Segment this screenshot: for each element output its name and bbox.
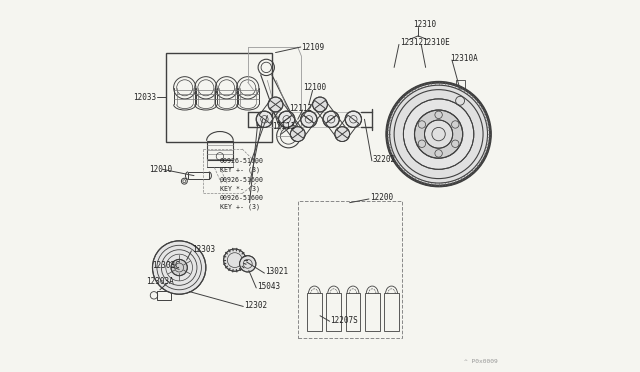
Circle shape <box>312 97 328 112</box>
Text: 12010: 12010 <box>148 165 172 174</box>
Circle shape <box>335 127 349 141</box>
Circle shape <box>387 82 490 186</box>
Bar <box>298 201 401 338</box>
Text: 15043: 15043 <box>257 282 280 291</box>
Text: 12303C: 12303C <box>152 261 179 270</box>
Text: 12109: 12109 <box>301 42 324 51</box>
Text: 00926-51600
KEY +- (3): 00926-51600 KEY +- (3) <box>220 158 264 173</box>
Circle shape <box>424 120 452 148</box>
Text: 12310E: 12310E <box>422 38 450 47</box>
Text: 32202: 32202 <box>372 155 396 164</box>
Text: 00926-51600
KEY +- (3): 00926-51600 KEY +- (3) <box>220 195 264 210</box>
Circle shape <box>415 110 463 158</box>
Bar <box>346 294 360 331</box>
Text: 12033: 12033 <box>133 93 156 102</box>
Bar <box>384 294 399 331</box>
Text: 12100: 12100 <box>303 83 326 92</box>
Bar <box>157 291 171 300</box>
Text: 12312: 12312 <box>400 38 423 47</box>
Bar <box>260 118 264 121</box>
Text: 12112: 12112 <box>290 104 313 113</box>
Text: 12111: 12111 <box>272 122 295 131</box>
Circle shape <box>171 259 188 276</box>
Circle shape <box>239 256 256 272</box>
Text: ^ P0x0009: ^ P0x0009 <box>464 359 498 364</box>
Text: 12303A: 12303A <box>146 277 173 286</box>
Circle shape <box>403 99 474 169</box>
Circle shape <box>394 90 483 179</box>
Text: 00926-51600
KEY *- (3): 00926-51600 KEY *- (3) <box>220 177 264 192</box>
Circle shape <box>152 241 206 294</box>
Bar <box>266 114 269 118</box>
Text: 12310: 12310 <box>413 20 436 29</box>
Text: 12207S: 12207S <box>330 316 358 325</box>
Bar <box>207 159 233 167</box>
Bar <box>365 294 380 331</box>
Bar <box>326 294 341 331</box>
Circle shape <box>223 249 246 271</box>
Text: 12302: 12302 <box>244 301 267 310</box>
Circle shape <box>291 127 305 141</box>
Circle shape <box>268 97 283 112</box>
Text: 12200: 12200 <box>370 193 393 202</box>
Circle shape <box>256 111 273 128</box>
Bar <box>307 294 322 331</box>
Bar <box>188 172 209 179</box>
Circle shape <box>345 111 362 128</box>
Bar <box>256 121 260 125</box>
Bar <box>456 80 465 99</box>
Text: 13021: 13021 <box>265 267 288 276</box>
Bar <box>166 52 272 141</box>
Bar <box>207 141 233 160</box>
Text: 12310A: 12310A <box>450 54 477 62</box>
Circle shape <box>323 111 339 128</box>
Text: 12303: 12303 <box>192 245 215 254</box>
Circle shape <box>301 111 317 128</box>
Circle shape <box>278 111 295 128</box>
